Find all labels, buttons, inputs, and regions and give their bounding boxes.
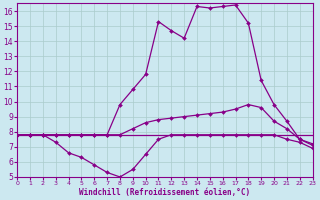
X-axis label: Windchill (Refroidissement éolien,°C): Windchill (Refroidissement éolien,°C) [79,188,251,197]
